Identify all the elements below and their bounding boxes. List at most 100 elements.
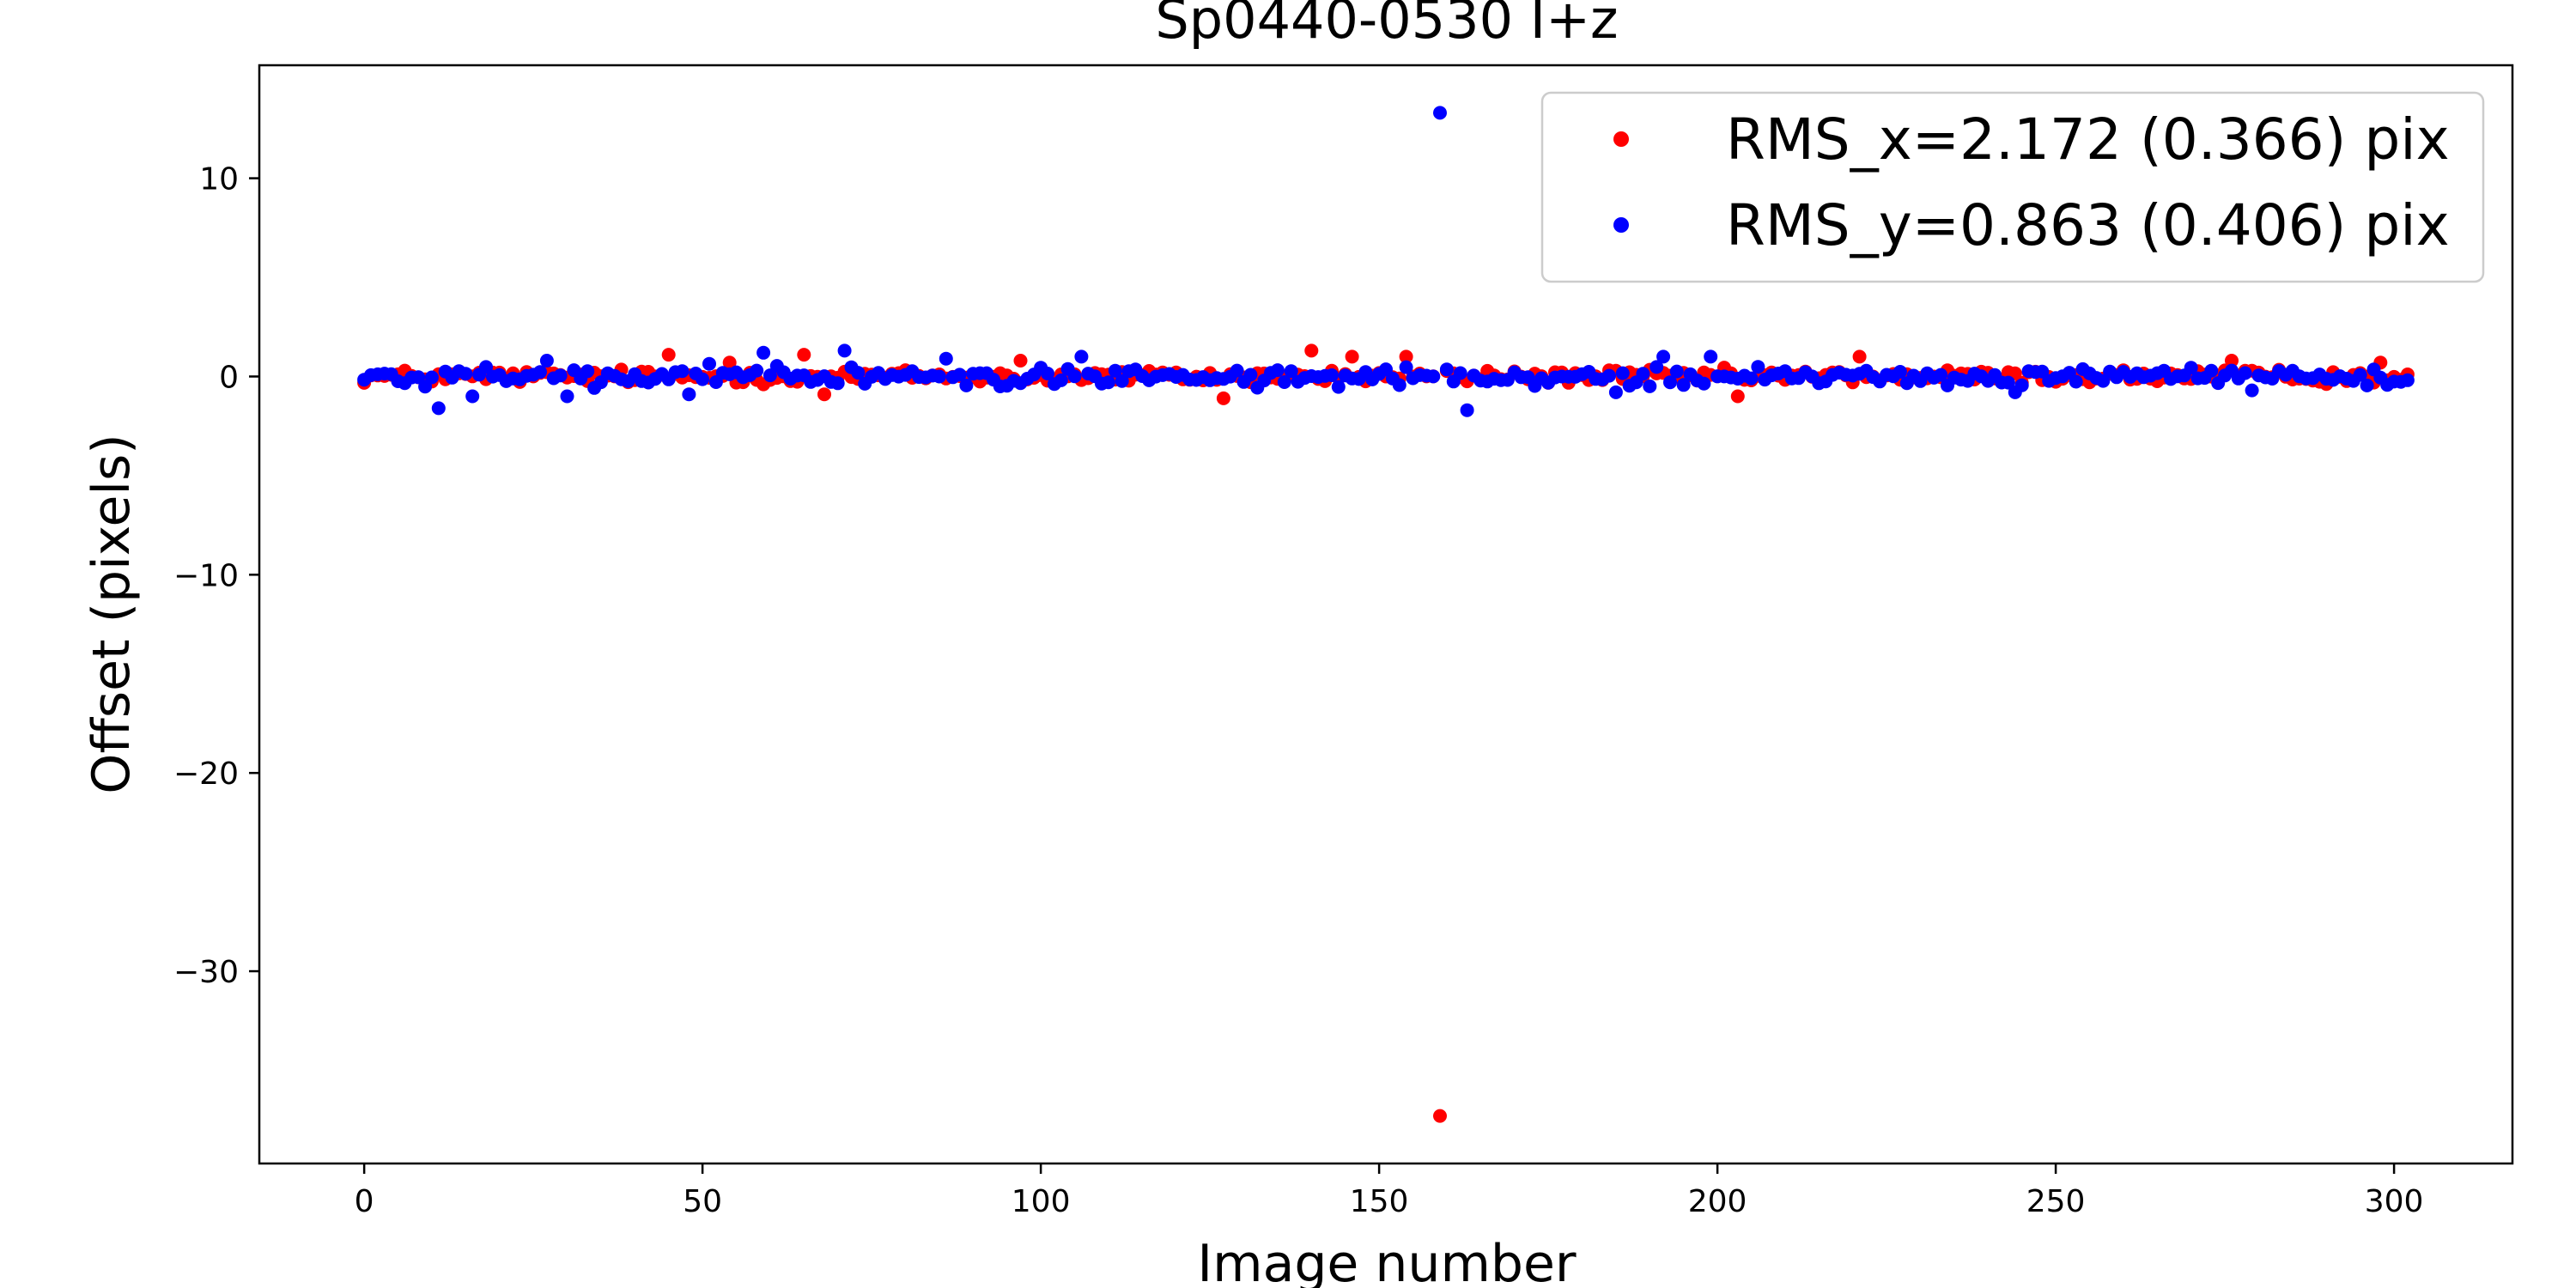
point-y xyxy=(696,372,710,386)
plot-frame xyxy=(258,64,2514,1165)
point-y xyxy=(1676,378,1691,392)
point-y xyxy=(1115,374,1129,388)
x-tick-label: 150 xyxy=(1350,1184,1409,1219)
legend: RMS_x=2.172 (0.366) pix RMS_y=0.863 (0.4… xyxy=(1540,91,2485,283)
point-y xyxy=(851,366,866,380)
point-y xyxy=(1392,378,1406,392)
y-tick-label: −10 xyxy=(173,558,239,593)
point-x xyxy=(1216,391,1230,405)
point-y xyxy=(682,387,696,402)
point-y xyxy=(1054,373,1068,387)
point-y xyxy=(580,364,595,379)
point-y xyxy=(539,354,554,368)
point-y xyxy=(1615,366,1630,380)
point-y xyxy=(1243,368,1258,382)
point-x xyxy=(722,355,737,370)
point-y xyxy=(2400,373,2415,387)
point-x xyxy=(797,348,811,362)
point-x xyxy=(1399,349,1413,364)
point-y xyxy=(1108,363,1122,378)
point-x xyxy=(817,387,831,402)
x-tick-label: 100 xyxy=(1012,1184,1071,1219)
x-tick-label: 0 xyxy=(355,1184,374,1219)
point-y xyxy=(1608,385,1623,399)
point-y xyxy=(1433,106,1447,120)
point-y xyxy=(1636,367,1650,381)
y-axis-label: Offset (pixels) xyxy=(82,434,142,793)
point-y xyxy=(1704,349,1718,364)
point-y xyxy=(2353,368,2367,382)
x-tick-label: 250 xyxy=(2026,1184,2086,1219)
point-y xyxy=(959,378,974,392)
point-y xyxy=(1230,363,1244,378)
point-y xyxy=(560,389,574,404)
point-y xyxy=(1751,360,1765,374)
legend-label-y: RMS_y=0.863 (0.406) pix xyxy=(1726,192,2450,258)
point-y xyxy=(2069,374,2083,389)
point-x xyxy=(1433,1109,1447,1123)
x-tick-label: 200 xyxy=(1688,1184,1747,1219)
point-y xyxy=(1426,369,1441,384)
series-y-points xyxy=(357,106,2415,417)
x-tick-label: 50 xyxy=(683,1184,722,1219)
point-x xyxy=(2225,354,2239,368)
point-y xyxy=(2245,383,2259,398)
point-y xyxy=(1602,368,1616,383)
point-y xyxy=(2204,363,2219,378)
y-tick-label: −20 xyxy=(173,756,239,792)
y-tick-label: 0 xyxy=(219,360,239,395)
point-x xyxy=(1013,354,1028,368)
point-y xyxy=(952,368,967,382)
point-y xyxy=(1663,375,1677,390)
point-y xyxy=(2184,361,2198,375)
point-y xyxy=(1284,364,1298,379)
point-y xyxy=(2014,378,2029,392)
legend-marker-x xyxy=(1613,131,1629,147)
point-y xyxy=(1649,360,1664,374)
y-tick-label: 10 xyxy=(199,162,239,197)
point-y xyxy=(1277,375,1291,389)
y-axis: −30 −20 −10 0 10 xyxy=(173,162,259,990)
point-y xyxy=(431,401,446,416)
point-y xyxy=(1101,375,1115,390)
point-y xyxy=(1325,368,1339,382)
point-y xyxy=(1074,349,1089,364)
point-y xyxy=(932,369,946,384)
plot-area xyxy=(258,64,2514,1165)
point-x xyxy=(661,348,676,362)
point-y xyxy=(1270,363,1285,378)
point-y xyxy=(1934,368,1948,382)
point-y xyxy=(479,360,493,374)
point-y xyxy=(465,389,480,404)
point-x xyxy=(1304,343,1319,358)
legend-marker-y xyxy=(1613,217,1629,233)
point-x xyxy=(1345,349,1359,364)
point-y xyxy=(1744,371,1759,386)
y-tick-label: −30 xyxy=(173,955,239,990)
point-y xyxy=(1643,379,1657,393)
point-y xyxy=(2360,378,2374,392)
point-y xyxy=(533,365,547,380)
point-y xyxy=(830,376,845,391)
point-y xyxy=(2001,375,2015,390)
point-x xyxy=(1730,389,1745,404)
x-axis: 0 50 100 150 200 250 300 xyxy=(355,1163,2423,1219)
point-y xyxy=(702,356,716,371)
point-y xyxy=(939,351,953,366)
x-axis-label: Image number xyxy=(1197,1234,1576,1288)
point-y xyxy=(1656,349,1671,364)
chart-title: Sp0440-0530 I+z xyxy=(1155,0,1618,51)
legend-box xyxy=(1540,91,2485,283)
point-y xyxy=(553,368,568,383)
point-y xyxy=(1067,369,1082,384)
point-y xyxy=(762,368,777,383)
series-x-points xyxy=(357,343,2415,1123)
point-y xyxy=(1669,364,1684,379)
point-y xyxy=(1399,360,1413,374)
point-y xyxy=(1697,376,1711,391)
legend-label-x: RMS_x=2.172 (0.366) pix xyxy=(1726,106,2450,173)
point-y xyxy=(459,367,473,381)
point-y xyxy=(1893,365,1907,379)
points-layer xyxy=(357,106,2415,1123)
